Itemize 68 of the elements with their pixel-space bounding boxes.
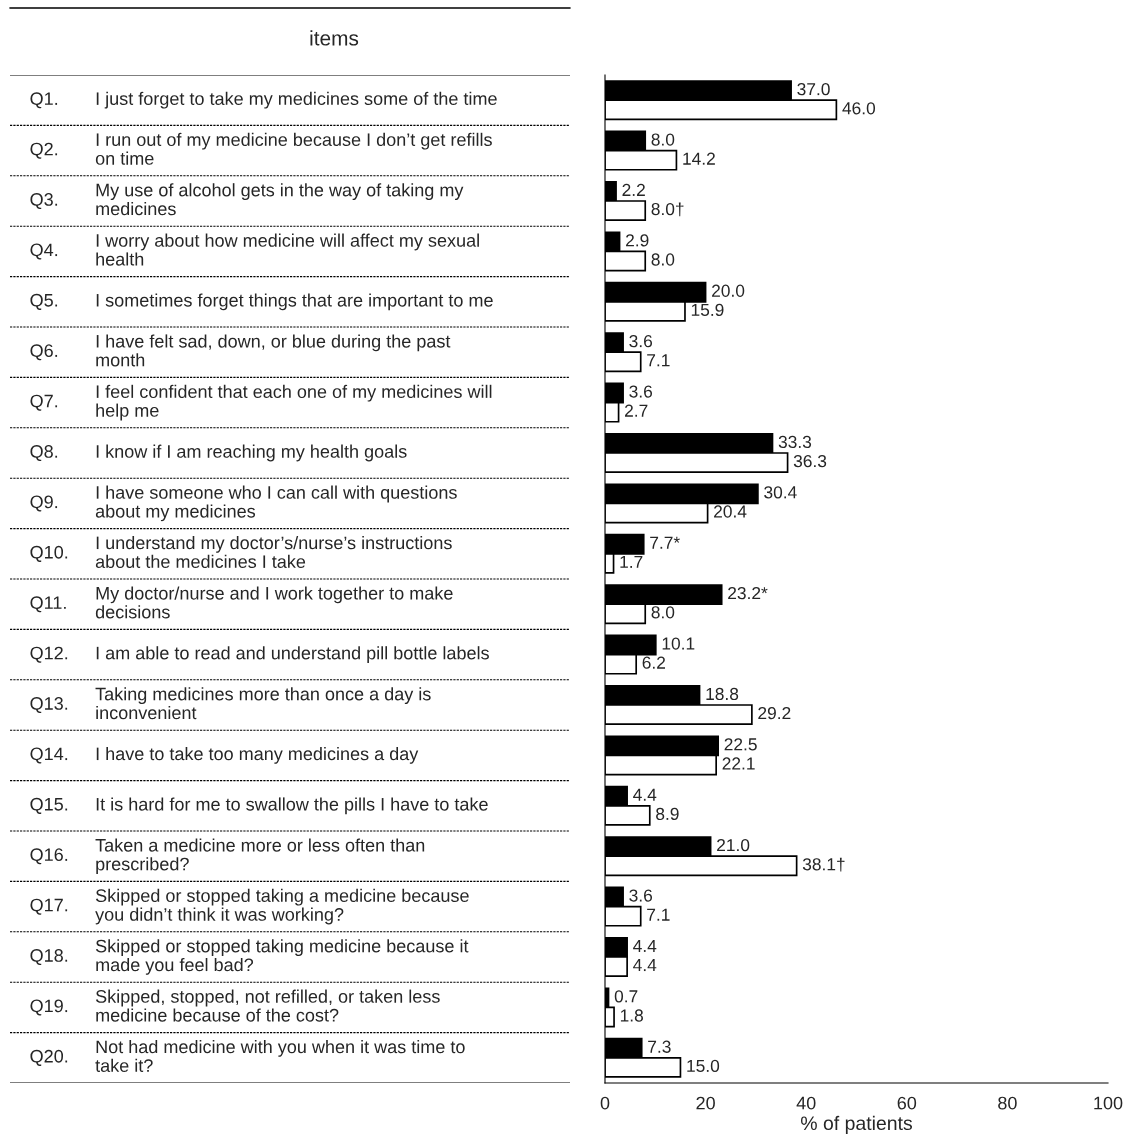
data-label: 4.4 xyxy=(633,959,657,972)
data-label: 3.6 xyxy=(629,889,653,902)
data-label: 30.4 xyxy=(764,486,797,499)
data-label: 7.3 xyxy=(648,1040,671,1053)
data-label: 22.5 xyxy=(724,738,757,751)
category-label: Q11. My doctor/nurse and I work together to make decisions xyxy=(30,586,453,619)
data-label: 7.1 xyxy=(647,354,670,367)
category-label: Q12. I am able to read and understand pill bottle labels xyxy=(30,646,489,664)
category-label: Q13. Taking medicines more than once a day is inconvenient xyxy=(30,687,431,720)
text: items xyxy=(310,30,359,46)
data-label: 7.1 xyxy=(647,908,670,921)
category-label: Q16. Taken a medicine more or less often than prescribed? xyxy=(30,838,425,875)
category-label: Q18. Skipped or stopped taking medicine because it made you feel bad? xyxy=(30,939,469,975)
data-label: 0.7 xyxy=(614,990,638,1003)
data-label: 20.0 xyxy=(712,284,745,297)
data-label: 21.0 xyxy=(717,838,750,852)
category-label: Q10. I understand my doctor’s/nurse’s instructions about the medicines I take xyxy=(30,535,452,569)
data-label: 2.2 xyxy=(622,183,645,196)
category-label: Q17. Skipped or stopped taking a medicine because you didn’t think it was working? xyxy=(30,888,469,925)
category-label: Q14. I have to take too many medicines a day xyxy=(30,746,419,764)
data-label: 4.4 xyxy=(633,788,657,801)
data-label: 1.7 xyxy=(620,555,643,568)
x-tick-label: 60 xyxy=(897,1096,917,1110)
data-label: 10.1 xyxy=(662,637,695,650)
data-label: 14.2 xyxy=(683,152,715,165)
category-label: Q20. Not had medicine with you when it was time to take it? xyxy=(30,1039,465,1073)
data-label: 46.0 xyxy=(842,102,876,115)
data-label: 3.6 xyxy=(629,334,653,348)
data-label: 8.9 xyxy=(656,807,679,821)
category-label: Q2. I run out of my medicine because I don’t get refills on time xyxy=(30,132,492,165)
data-label: 15.0 xyxy=(687,1059,720,1073)
data-label: 23.2* xyxy=(728,586,768,600)
data-label: 8.0 xyxy=(651,133,675,146)
data-label: 7.7* xyxy=(650,536,680,549)
data-label: 8.0 xyxy=(651,606,675,619)
data-label: 22.1 xyxy=(722,757,755,770)
data-label: 36.3 xyxy=(793,454,827,468)
category-label: Q4. I worry about how medicine will affect my sexual health xyxy=(30,233,479,266)
data-label: 37.0 xyxy=(797,82,830,96)
category-label: Q19. Skipped, stopped, not refilled, or taken less medicine because of the cost? xyxy=(30,989,440,1022)
data-label: 8.0 xyxy=(651,253,675,266)
x-tick-label: 80 xyxy=(998,1096,1017,1110)
data-label: 2.7 xyxy=(625,404,648,417)
data-label: 1.8 xyxy=(620,1009,643,1022)
category-label: Q1. I just forget to take my medicines some of the time xyxy=(30,91,497,109)
category-label: Q15. It is hard for me to swallow the pills I have to take xyxy=(30,797,488,815)
category-label: Q7. I feel confident that each one of my medicines will help me xyxy=(30,384,492,421)
data-label: 6.2 xyxy=(642,656,665,669)
x-axis-title: % of patients xyxy=(800,1115,913,1134)
data-label: 20.4 xyxy=(714,505,747,518)
data-label: 33.3 xyxy=(778,435,812,449)
x-tick-label: 0 xyxy=(600,1096,610,1110)
category-label: Q6. I have felt sad, down, or blue during the past month xyxy=(30,334,451,367)
data-label: 15.9 xyxy=(691,303,724,317)
data-label: 3.6 xyxy=(629,385,653,398)
x-tick-label: 20 xyxy=(696,1096,715,1110)
data-label: 29.2 xyxy=(758,706,791,720)
category-label: Q9. I have someone who I can call with questions about my medicines xyxy=(30,485,457,522)
data-label: 2.9 xyxy=(626,234,649,247)
data-label: 38.1† xyxy=(802,857,845,872)
category-label: Q5. I sometimes forget things that are important to me xyxy=(30,293,493,311)
data-label: 8.0† xyxy=(651,202,684,217)
data-label: 4.4 xyxy=(633,939,657,952)
data-label: 18.8 xyxy=(706,687,739,701)
x-tick-label: 40 xyxy=(796,1096,816,1110)
x-tick-label: 100 xyxy=(1094,1096,1123,1110)
category-label: Q3. My use of alcohol gets in the way of taking my medicines xyxy=(30,183,464,216)
category-label: Q8. I know if I am reaching my health goals xyxy=(30,444,407,462)
